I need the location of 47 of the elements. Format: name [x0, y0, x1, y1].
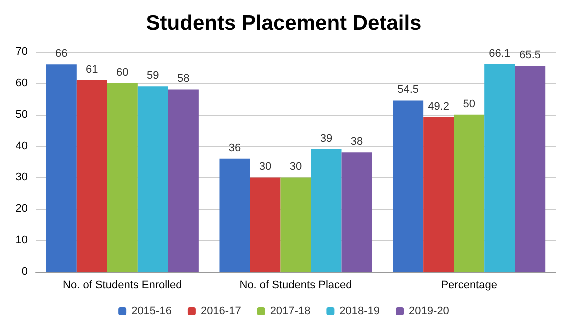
bar — [393, 100, 424, 272]
bar — [484, 64, 516, 272]
y-tick-label: 10 — [16, 234, 28, 247]
data-label: 66.1 — [489, 48, 511, 60]
bar — [138, 86, 168, 272]
legend-label: 2017-18 — [270, 306, 311, 318]
data-label: 30 — [259, 161, 272, 174]
y-tick-label: 20 — [16, 203, 28, 216]
bar — [107, 83, 138, 272]
x-tick-label: Percentage — [441, 280, 498, 292]
bar — [168, 90, 199, 272]
legend-label: 2018-19 — [340, 306, 380, 318]
data-label: 30 — [290, 161, 302, 174]
bar — [250, 178, 281, 272]
legend-label: 2016-17 — [200, 306, 242, 318]
data-label: 54.5 — [398, 84, 420, 96]
data-label: 61 — [86, 64, 98, 76]
x-tick-label: No. of Students Placed — [240, 280, 352, 292]
data-label: 60 — [116, 66, 129, 79]
bar — [76, 80, 108, 272]
bar — [515, 66, 546, 272]
bar — [454, 114, 485, 272]
data-label: 50 — [463, 98, 476, 110]
data-label: 59 — [147, 70, 160, 82]
data-label: 38 — [350, 136, 364, 148]
legend-label: 2015-16 — [132, 306, 172, 318]
data-label: 39 — [320, 132, 333, 145]
data-label: 66 — [56, 48, 68, 60]
legend-label: 2019-20 — [409, 306, 450, 318]
bar — [424, 117, 454, 272]
data-label: 36 — [228, 142, 242, 154]
data-label: 65.5 — [520, 50, 542, 62]
data-label: 58 — [178, 73, 190, 86]
y-tick-label: 70 — [16, 46, 28, 58]
bar — [311, 149, 342, 272]
x-tick-label: No. of Students Enrolled — [63, 280, 182, 292]
bar — [220, 158, 250, 272]
bar — [280, 178, 312, 272]
y-tick-label: 50 — [16, 108, 28, 121]
chart-title: Students Placement Details — [146, 12, 422, 35]
y-tick-label: 0 — [22, 266, 28, 278]
y-tick-label: 60 — [16, 77, 28, 90]
y-tick-label: 30 — [16, 172, 28, 184]
bar — [46, 64, 77, 272]
y-tick-label: 40 — [16, 140, 28, 152]
bar — [342, 152, 372, 272]
data-label: 49.2 — [428, 100, 450, 113]
